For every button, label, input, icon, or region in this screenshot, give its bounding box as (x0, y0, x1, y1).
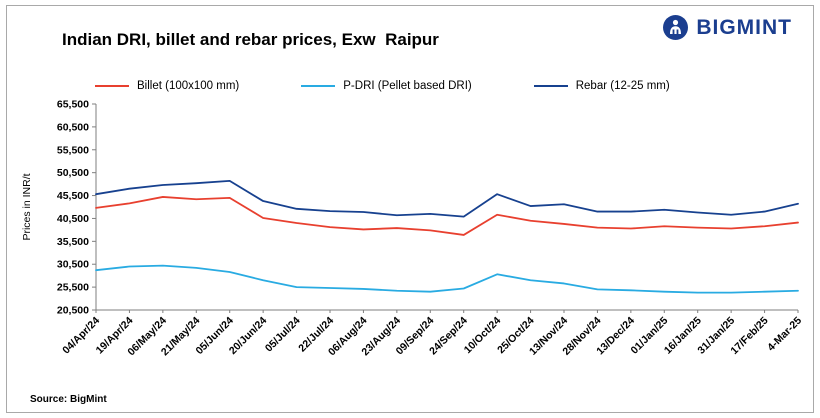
svg-text:45,500: 45,500 (57, 190, 89, 202)
svg-text:20,500: 20,500 (57, 305, 89, 317)
svg-text:40,500: 40,500 (57, 213, 89, 225)
svg-text:4-Mar-25: 4-Mar-25 (765, 315, 804, 354)
svg-text:Prices in INR/t: Prices in INR/t (21, 173, 33, 240)
svg-text:60,500: 60,500 (57, 121, 89, 133)
chart-title: Indian DRI, billet and rebar prices, Exw… (62, 30, 439, 49)
price-line-chart: 20,500 25,500 30,500 35,500 40,500 45,500 50,5… (8, 92, 812, 404)
svg-text:35,500: 35,500 (57, 236, 89, 248)
svg-text:30,500: 30,500 (57, 259, 89, 271)
chart-frame (6, 5, 814, 413)
source-note: Source: BigMint (30, 394, 107, 405)
brand-logo: BIGMINT (662, 14, 792, 41)
svg-text:05/Jul/24: 05/Jul/24 (263, 315, 303, 355)
legend-item-rebar: Rebar (12-25 mm) (533, 80, 670, 92)
svg-text:25,500: 25,500 (57, 282, 89, 294)
pdri-line-swatch (301, 84, 336, 88)
legend-label-billet: Billet (100x100 mm) (137, 80, 240, 92)
legend-item-billet: Billet (100x100 mm) (95, 80, 239, 92)
rebar-line-swatch (533, 84, 568, 88)
bigmint-logo-icon (662, 14, 689, 41)
brand-name: BIGMINT (696, 15, 792, 39)
legend-label-pdri: P-DRI (Pellet based DRI) (343, 80, 472, 92)
svg-text:55,500: 55,500 (57, 144, 89, 156)
svg-text:50,500: 50,500 (57, 167, 89, 179)
legend-item-pdri: P-DRI (Pellet based DRI) (301, 80, 472, 92)
billet-line-swatch (95, 84, 129, 88)
chart-legend: Billet (100x100 mm) P-DRI (Pellet based … (95, 80, 670, 92)
svg-text:65,500: 65,500 (57, 99, 89, 111)
legend-label-rebar: Rebar (12-25 mm) (575, 80, 670, 92)
